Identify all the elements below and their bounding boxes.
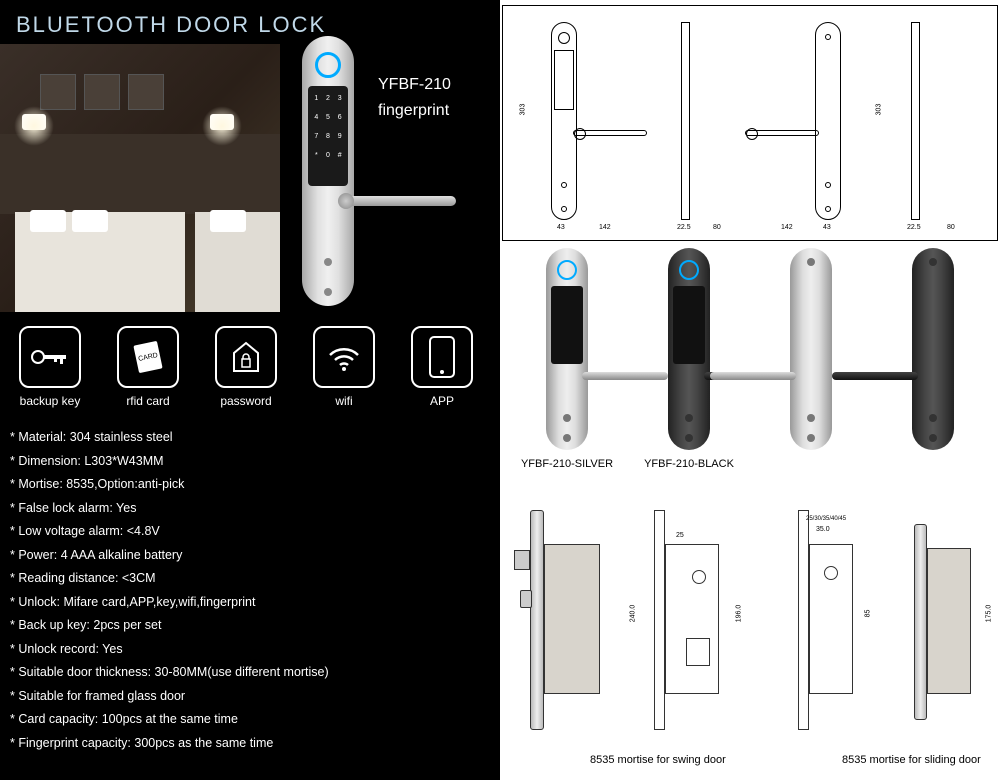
technical-panel: 303 43 142 22.5 80 142 43 303 22.5 80 [500, 0, 1000, 780]
spec-item: Unlock record: Yes [10, 638, 329, 662]
variant-label: YFBF-210-BLACK [632, 458, 746, 470]
spec-item: False lock alarm: Yes [10, 497, 329, 521]
house-lock-icon [215, 326, 277, 388]
feature-label: backup key [10, 394, 90, 408]
spec-item: Back up key: 2pcs per set [10, 614, 329, 638]
spec-item: Reading distance: <3CM [10, 567, 329, 591]
spec-item: Suitable door thickness: 30-80MM(use dif… [10, 661, 329, 685]
dim-h: 240.0 [629, 605, 636, 623]
model-number: YFBF-210 [378, 72, 451, 98]
variant-black-back [876, 248, 990, 488]
feature-label: password [206, 394, 286, 408]
spec-item: Unlock: Mifare card,APP,key,wifi,fingerp… [10, 591, 329, 615]
feature-label: wifi [304, 394, 384, 408]
spec-list: Material: 304 stainless steel Dimension:… [10, 426, 329, 755]
variant-silver-front: YFBF-210-SILVER [510, 248, 624, 488]
feature-rfid: CARD rfid card [108, 326, 188, 408]
dim-bs: 35.0 [816, 526, 830, 533]
mortise-swing-label: 8535 mortise for swing door [590, 754, 726, 766]
dim-opts: 25/30/35/40/45 [806, 516, 846, 522]
variant-black-front: YFBF-210-BLACK [632, 248, 746, 488]
spec-item: Dimension: L303*W43MM [10, 450, 329, 474]
wifi-icon [313, 326, 375, 388]
feature-label: rfid card [108, 394, 188, 408]
spec-item: Low voltage alarm: <4.8V [10, 520, 329, 544]
key-icon [19, 326, 81, 388]
card-icon: CARD [117, 326, 179, 388]
spec-item: Suitable for framed glass door [10, 685, 329, 709]
feature-row: backup key CARD rfid card password wifi … [10, 326, 482, 408]
dim-h2: 196.0 [735, 605, 742, 623]
model-subtitle: fingerprint [378, 98, 451, 124]
phone-icon [411, 326, 473, 388]
variant-silver-back [754, 248, 868, 488]
hero-lock-render: 123 456 789 *0# [302, 36, 354, 306]
mortise-drawings: 240.0 196.0 25 35.0 25/30/35/40/45 85 17… [506, 500, 994, 770]
spec-item: Fingerprint capacity: 300pcs as the same… [10, 732, 329, 756]
handle-render [346, 196, 456, 206]
marketing-panel: BLUETOOTH DOOR LOCK 123 456 789 *0# Y [0, 0, 500, 780]
feature-label: APP [402, 394, 482, 408]
product-label: YFBF-210 fingerprint [378, 72, 451, 123]
fingerprint-ring-icon [315, 52, 341, 78]
color-variants: YFBF-210-SILVER YFBF-210-BLACK [510, 248, 990, 488]
spec-item: Material: 304 stainless steel [10, 426, 329, 450]
keypad-render: 123 456 789 *0# [308, 86, 348, 186]
mortise-slide-label: 8535 mortise for sliding door [842, 754, 981, 766]
spec-item: Power: 4 AAA alkaline battery [10, 544, 329, 568]
feature-backup-key: backup key [10, 326, 90, 408]
page-title: BLUETOOTH DOOR LOCK [0, 0, 500, 50]
feature-wifi: wifi [304, 326, 384, 408]
feature-app: APP [402, 326, 482, 408]
room-photo [0, 44, 280, 312]
spec-item: Mortise: 8535,Option:anti-pick [10, 473, 329, 497]
variant-label: YFBF-210-SILVER [510, 458, 624, 470]
feature-password: password [206, 326, 286, 408]
spec-item: Card capacity: 100pcs at the same time [10, 708, 329, 732]
dimension-drawings: 303 43 142 22.5 80 142 43 303 22.5 80 [502, 5, 998, 241]
